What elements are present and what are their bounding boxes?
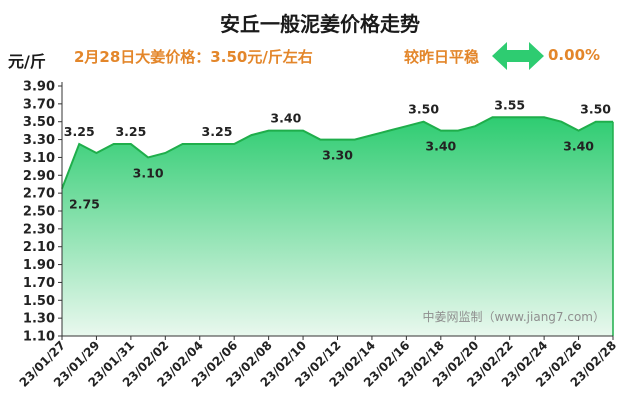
data-label: 3.10 — [133, 165, 164, 180]
y-tick-label: 3.30 — [23, 133, 55, 148]
data-label: 3.25 — [115, 124, 146, 139]
double-arrow-shape — [492, 42, 544, 70]
y-tick-label: 3.70 — [23, 97, 55, 112]
y-tick-label: 3.90 — [23, 80, 55, 95]
data-label: 3.30 — [322, 148, 353, 163]
y-tick-label: 1.30 — [23, 312, 55, 327]
chart-title: 安丘一般泥姜价格走势 — [220, 12, 420, 36]
y-tick-label: 1.50 — [23, 294, 55, 309]
y-tick-label: 1.70 — [23, 276, 55, 291]
data-label: 3.40 — [563, 139, 594, 154]
y-tick-label: 3.50 — [23, 115, 55, 130]
double-arrow-icon — [492, 42, 544, 70]
y-tick-label: 1.90 — [23, 258, 55, 273]
trend-status-text: 较昨日平稳 — [404, 48, 480, 66]
y-tick-label: 2.70 — [23, 187, 55, 202]
price-series-line — [61, 116, 613, 190]
data-label: 3.50 — [580, 102, 611, 117]
data-label: 3.40 — [270, 111, 301, 126]
watermark-text: 中姜网监制（www.jiang7.com） — [423, 309, 605, 324]
y-tick-label: 2.30 — [23, 222, 55, 237]
data-label: 3.55 — [494, 97, 525, 112]
data-label: 3.25 — [202, 124, 233, 139]
price-area-fill — [62, 117, 613, 336]
data-label: 3.50 — [408, 102, 439, 117]
data-label: 3.40 — [425, 139, 456, 154]
y-tick-label: 1.10 — [23, 330, 55, 345]
y-tick-label: 2.90 — [23, 169, 55, 184]
data-label: 2.75 — [69, 197, 100, 212]
y-tick-label: 3.10 — [23, 151, 55, 166]
change-percent: 0.00% — [548, 46, 601, 64]
y-tick-label: 2.10 — [23, 240, 55, 255]
y-unit-label: 元/斤 — [8, 52, 46, 71]
latest-price-text: 2月28日大姜价格：3.50元/斤左右 — [74, 48, 313, 66]
y-tick-label: 2.50 — [23, 205, 55, 220]
plot-area: 1.10 1.30 1.50 1.70 1.90 2.10 2.30 2.50 2.70 2.90… — [17, 80, 620, 390]
data-label: 3.25 — [64, 124, 95, 139]
